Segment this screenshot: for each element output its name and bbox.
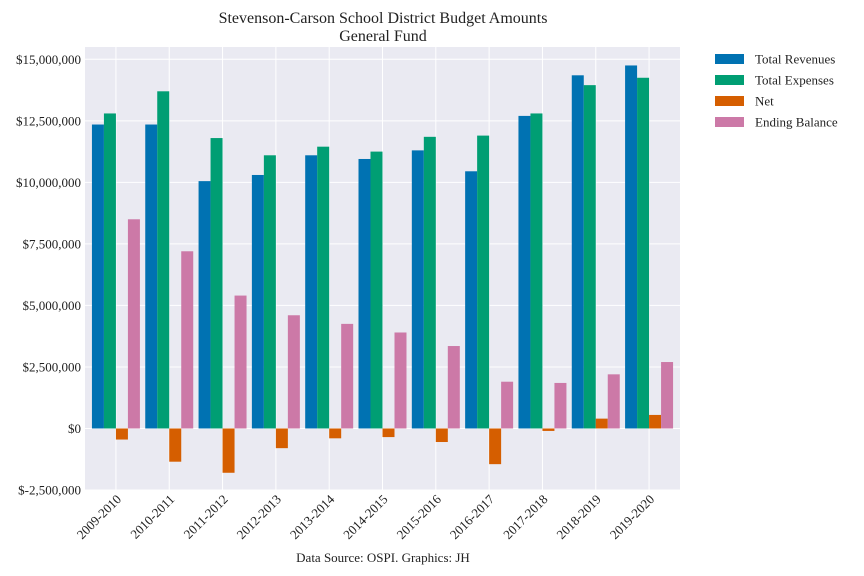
- bar: [341, 323, 354, 429]
- bar: [358, 158, 371, 429]
- legend-label: Total Revenues: [755, 52, 835, 67]
- bar: [554, 382, 567, 429]
- x-axis: 2009-2010 2010-2011 2011-2012 2012-2013 2013…: [74, 491, 658, 542]
- x-tick-label: 2015-2016: [393, 491, 444, 542]
- x-tick-label: 2013-2014: [287, 491, 338, 542]
- legend: Total Revenues Total Expenses Net Ending Ba…: [715, 52, 838, 130]
- y-tick-label: $2,500,000: [23, 359, 82, 374]
- bar: [103, 113, 116, 429]
- bar: [181, 251, 194, 429]
- bar: [370, 151, 383, 429]
- bar: [169, 428, 182, 462]
- bar: [625, 65, 638, 429]
- bar: [607, 374, 620, 429]
- legend-swatch: [715, 54, 744, 64]
- bar: [661, 362, 674, 429]
- series-total-revenues: [91, 65, 638, 429]
- series-total-expenses: [103, 77, 650, 429]
- bar: [477, 135, 490, 429]
- series-ending-balance: [127, 219, 674, 429]
- x-tick-label: 2016-2017: [447, 491, 498, 542]
- bar: [465, 171, 478, 429]
- bar: [329, 428, 342, 439]
- y-tick-label: $0: [68, 421, 81, 436]
- x-tick-label: 2011-2012: [181, 492, 231, 542]
- bar: [518, 115, 531, 429]
- legend-item: Total Expenses: [715, 73, 834, 88]
- y-tick-label: $15,000,000: [16, 52, 81, 67]
- bar: [382, 428, 395, 438]
- y-tick-label: $7,500,000: [23, 236, 82, 251]
- bar: [157, 91, 170, 429]
- bar: [115, 428, 128, 440]
- bar: [234, 295, 247, 429]
- x-tick-label: 2010-2011: [127, 492, 177, 542]
- bar: [222, 428, 235, 473]
- legend-item: Ending Balance: [715, 115, 838, 130]
- series-net: [115, 414, 662, 473]
- y-tick-label: $5,000,000: [23, 298, 82, 313]
- legend-item: Net: [715, 94, 774, 109]
- bar: [127, 219, 140, 429]
- bar: [435, 428, 448, 443]
- bar: [637, 77, 650, 429]
- y-tick-label: $-2,500,000: [18, 483, 81, 498]
- x-tick-label: 2014-2015: [340, 492, 390, 542]
- y-axis: $-2,500,000 $0 $2,500,000 $5,000,000 $7,500,…: [16, 52, 81, 498]
- y-tick-label: $12,500,000: [16, 113, 81, 128]
- bar: [317, 146, 330, 429]
- bar: [649, 414, 662, 429]
- bar: [287, 315, 300, 429]
- bar: [411, 150, 424, 429]
- bar: [198, 181, 211, 429]
- bar: [145, 124, 158, 429]
- legend-swatch: [715, 96, 744, 106]
- bar: [447, 346, 460, 429]
- bar: [530, 113, 543, 429]
- bar: [595, 418, 608, 429]
- legend-swatch: [715, 75, 744, 85]
- bar: [423, 136, 436, 429]
- x-tick-label: 2017-2018: [500, 492, 550, 542]
- x-tick-label: 2009-2010: [74, 492, 124, 542]
- y-tick-label: $10,000,000: [16, 175, 81, 190]
- x-tick-label: 2019-2020: [607, 492, 657, 542]
- bar: [489, 428, 502, 465]
- bar: [394, 332, 407, 429]
- legend-label: Net: [755, 94, 774, 109]
- legend-label: Total Expenses: [755, 73, 834, 88]
- legend-label: Ending Balance: [755, 115, 838, 130]
- bar: [583, 85, 596, 429]
- chart-title: Stevenson-Carson School District Budget …: [219, 10, 548, 27]
- bar: [91, 124, 104, 429]
- bar: [251, 174, 264, 429]
- x-tick-label: 2018-2019: [553, 492, 603, 542]
- bar: [542, 428, 555, 431]
- bar: [501, 381, 514, 429]
- bar: [305, 155, 318, 429]
- data-source-caption: Data Source: OSPI. Graphics: JH: [296, 550, 470, 565]
- legend-swatch: [715, 117, 744, 127]
- bar: [275, 428, 288, 449]
- bar: [263, 155, 276, 429]
- legend-item: Total Revenues: [715, 52, 835, 67]
- chart-subtitle: General Fund: [339, 28, 427, 45]
- bar: [210, 138, 223, 429]
- x-tick-label: 2012-2013: [234, 492, 284, 542]
- bar: [571, 75, 584, 429]
- bars: [91, 65, 674, 473]
